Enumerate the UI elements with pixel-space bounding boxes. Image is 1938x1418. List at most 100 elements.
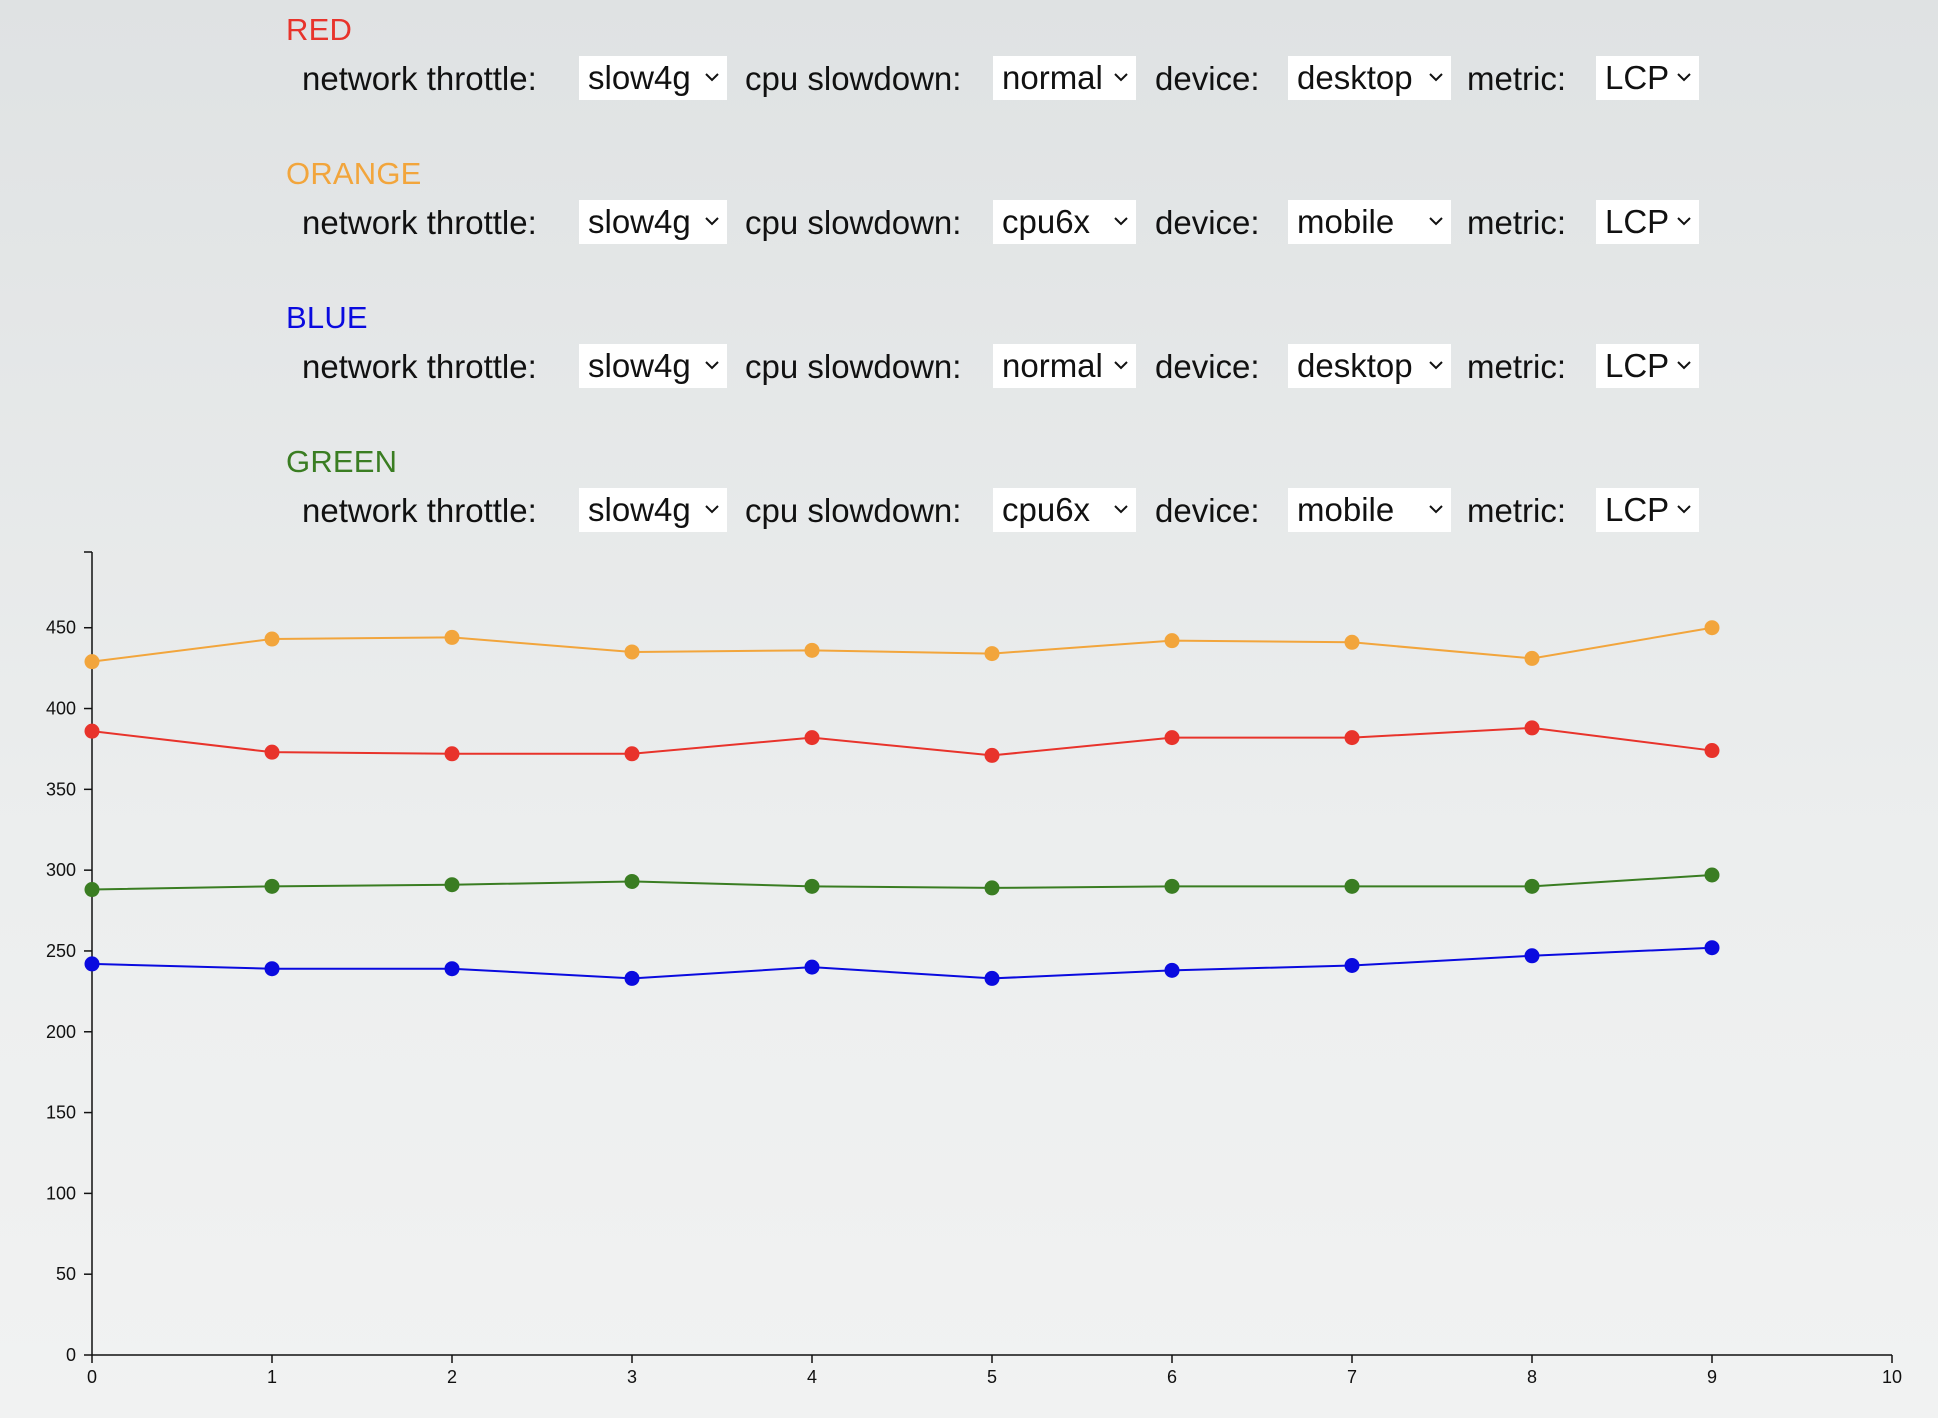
network-throttle-select[interactable]: slow4g <box>579 488 727 532</box>
series-line-1 <box>91 726 1713 757</box>
series-line-0 <box>91 626 1713 663</box>
data-point <box>1344 634 1360 650</box>
network-throttle-select[interactable]: slow4g <box>579 344 727 388</box>
x-tick-label: 10 <box>1882 1367 1902 1387</box>
data-point <box>1344 878 1360 894</box>
x-tick-label: 6 <box>1167 1367 1177 1387</box>
chevron-down-icon <box>1114 217 1128 226</box>
network-throttle-select[interactable]: slow4g <box>579 56 727 100</box>
x-tick-label: 5 <box>987 1367 997 1387</box>
chevron-down-icon <box>1429 361 1443 370</box>
network-throttle-label: network throttle: <box>302 204 537 241</box>
data-point <box>264 744 280 760</box>
select-value: normal <box>1002 59 1103 96</box>
cpu-slowdown-label: cpu slowdown: <box>745 60 962 97</box>
x-tick-label: 0 <box>87 1367 97 1387</box>
device-label: device: <box>1155 204 1260 241</box>
y-tick-label: 100 <box>46 1183 76 1203</box>
y-tick-label: 300 <box>46 860 76 880</box>
config-block-orange: ORANGE network throttle: slow4g cpu slowdow… <box>286 156 1699 246</box>
select-value: cpu6x <box>1002 491 1091 528</box>
config-title: RED <box>286 12 353 47</box>
config-block-blue: BLUE network throttle: slow4g cpu slowdown:… <box>286 300 1699 390</box>
x-tick-label: 7 <box>1347 1367 1357 1387</box>
x-tick-label: 2 <box>447 1367 457 1387</box>
data-point <box>264 878 280 894</box>
chevron-down-icon <box>705 361 719 370</box>
cpu-slowdown-label: cpu slowdown: <box>745 492 962 529</box>
network-throttle-select[interactable]: slow4g <box>579 200 727 244</box>
data-point <box>804 642 820 658</box>
select-value: LCP <box>1605 203 1670 240</box>
data-point <box>264 961 280 977</box>
y-tick-label: 200 <box>46 1022 76 1042</box>
x-tick-label: 3 <box>627 1367 637 1387</box>
cpu-slowdown-label: cpu slowdown: <box>745 204 962 241</box>
data-point <box>264 631 280 647</box>
cpu-slowdown-select[interactable]: normal <box>993 344 1136 388</box>
y-tick-label: 0 <box>66 1345 76 1365</box>
chevron-down-icon <box>705 73 719 82</box>
data-point <box>444 629 460 645</box>
config-block-red: RED network throttle: slow4g cpu slowdown: n… <box>286 12 1699 102</box>
cpu-slowdown-select[interactable]: normal <box>993 56 1136 100</box>
select-value: slow4g <box>588 203 691 240</box>
device-label: device: <box>1155 60 1260 97</box>
data-point <box>624 644 640 660</box>
data-point <box>984 646 1000 662</box>
device-select[interactable]: mobile <box>1288 200 1451 244</box>
data-point <box>624 873 640 889</box>
data-point <box>1704 940 1720 956</box>
cpu-slowdown-label: cpu slowdown: <box>745 348 962 385</box>
chevron-down-icon <box>1114 361 1128 370</box>
device-label: device: <box>1155 492 1260 529</box>
chevron-down-icon <box>1677 361 1691 370</box>
y-tick-label: 450 <box>46 618 76 638</box>
data-point <box>84 882 100 898</box>
data-point <box>444 877 460 893</box>
metric-select[interactable]: LCP <box>1596 56 1699 100</box>
select-value: mobile <box>1297 491 1395 528</box>
y-tick-label: 400 <box>46 699 76 719</box>
metric-select[interactable]: LCP <box>1596 344 1699 388</box>
data-point <box>804 730 820 746</box>
network-throttle-label: network throttle: <box>302 60 537 97</box>
data-point <box>804 959 820 975</box>
chevron-down-icon <box>1429 217 1443 226</box>
chevron-down-icon <box>1114 73 1128 82</box>
data-point <box>1524 720 1540 736</box>
device-label: device: <box>1155 348 1260 385</box>
data-point <box>1164 633 1180 649</box>
select-value: desktop <box>1297 59 1413 96</box>
y-tick-label: 350 <box>46 779 76 799</box>
data-point <box>1704 867 1720 883</box>
device-select[interactable]: desktop <box>1288 56 1451 100</box>
y-tick-label: 150 <box>46 1103 76 1123</box>
y-tick-label: 50 <box>56 1264 76 1284</box>
select-value: normal <box>1002 347 1103 384</box>
data-point <box>1704 743 1720 759</box>
data-point <box>444 961 460 977</box>
select-value: slow4g <box>588 347 691 384</box>
metric-select[interactable]: LCP <box>1596 200 1699 244</box>
metric-label: metric: <box>1467 348 1566 385</box>
chevron-down-icon <box>1114 505 1128 514</box>
data-point <box>624 746 640 762</box>
select-value: slow4g <box>588 59 691 96</box>
select-value: mobile <box>1297 203 1395 240</box>
device-select[interactable]: desktop <box>1288 344 1451 388</box>
config-row: network throttle: slow4g cpu slowdown: cpu6… <box>286 200 1699 246</box>
cpu-slowdown-select[interactable]: cpu6x <box>993 488 1136 532</box>
select-value: desktop <box>1297 347 1413 384</box>
x-tick-label: 9 <box>1707 1367 1717 1387</box>
data-point <box>624 970 640 986</box>
device-select[interactable]: mobile <box>1288 488 1451 532</box>
metric-select[interactable]: LCP <box>1596 488 1699 532</box>
data-point <box>804 878 820 894</box>
config-title: GREEN <box>286 444 398 479</box>
x-tick-label: 8 <box>1527 1367 1537 1387</box>
data-point <box>1164 730 1180 746</box>
line-chart: 0 50 100 150 200 250 300 350 400 450 0 1 2 3 4 5 6 7 8 9 10 <box>46 551 1902 1387</box>
cpu-slowdown-select[interactable]: cpu6x <box>993 200 1136 244</box>
metric-label: metric: <box>1467 204 1566 241</box>
